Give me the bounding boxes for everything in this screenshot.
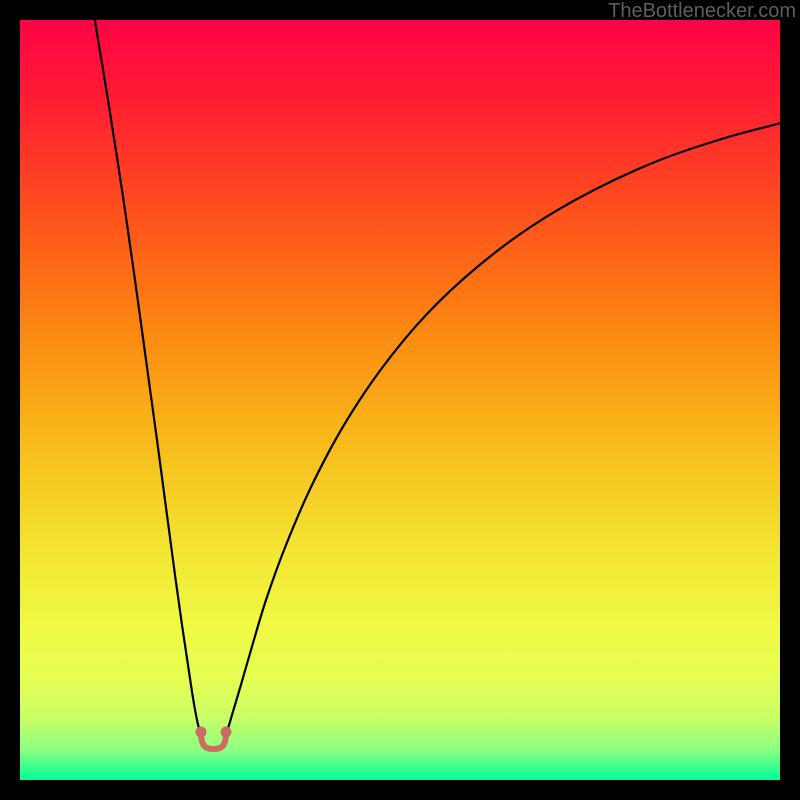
minimum-dot-right <box>221 727 232 738</box>
plot-area <box>20 20 780 780</box>
outer-frame: TheBottlenecker.com <box>0 0 800 800</box>
minimum-dot-left <box>196 727 207 738</box>
gradient-chart <box>20 20 780 780</box>
gradient-background <box>20 20 780 780</box>
